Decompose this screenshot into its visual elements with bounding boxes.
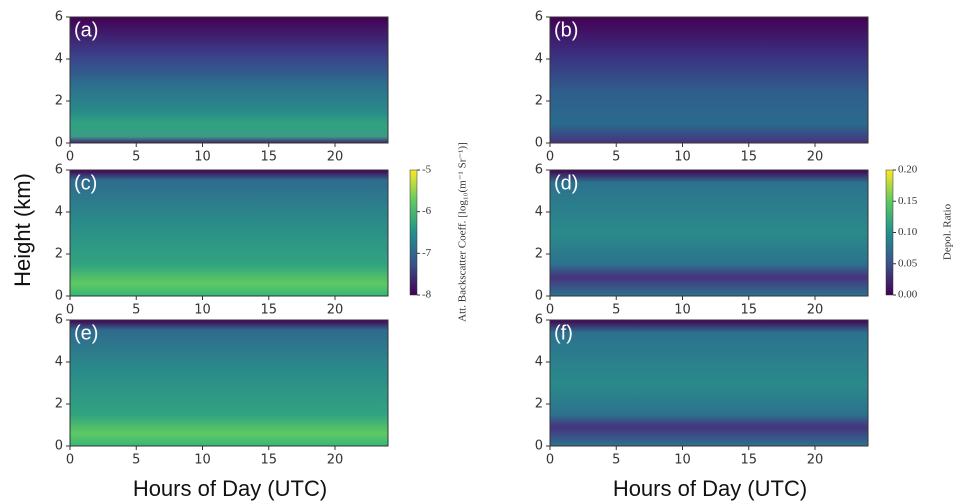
colorbar-tick-label: 0.10 [898, 226, 918, 238]
x-tick-label: 20 [327, 150, 344, 165]
x-tick-label: 10 [194, 453, 211, 468]
plot-frame [549, 169, 869, 297]
colorbar-tick-label: 0.15 [898, 195, 918, 207]
y-tick-label: 6 [55, 313, 63, 328]
y-tick-label: 4 [535, 52, 543, 67]
y-tick-label: 2 [55, 247, 63, 262]
x-tick-label: 10 [194, 303, 211, 318]
colorbar-tick-label: -8 [422, 289, 432, 301]
x-tick-label: 15 [740, 453, 757, 468]
y-tick-label: 6 [55, 163, 63, 178]
heatmap-image [550, 170, 868, 296]
x-axis-label: Hours of Day (UTC) [133, 476, 327, 501]
y-tick-label: 2 [55, 397, 63, 412]
x-tick-label: 5 [132, 453, 140, 468]
x-axis-label: Hours of Day (UTC) [613, 476, 807, 501]
y-tick-label: 4 [535, 355, 543, 370]
colorbar-label: Att. Backscatter Coeff. [log₁₀(m⁻¹ Sr⁻¹)… [457, 142, 469, 322]
x-tick-label: 5 [612, 150, 620, 165]
x-tick-label: 20 [807, 303, 824, 318]
y-tick-label: 4 [55, 205, 63, 220]
panel-label: (b) [554, 19, 578, 41]
y-tick-label: 6 [55, 10, 63, 25]
y-tick-label: 6 [535, 313, 543, 328]
y-tick-label: 0 [55, 289, 63, 304]
y-tick-label: 2 [55, 94, 63, 109]
plot-frame [69, 169, 389, 297]
heatmap-image [70, 170, 388, 296]
heatmap-image [70, 320, 388, 446]
x-tick-label: 10 [194, 150, 211, 165]
colorbar-tick-label: 0.05 [898, 257, 918, 269]
panel-label: (f) [554, 322, 573, 344]
y-tick-label: 4 [535, 205, 543, 220]
x-tick-label: 15 [260, 453, 277, 468]
colorbar-tick-label: -5 [422, 164, 432, 176]
colorbar [885, 169, 894, 296]
plot-frame [549, 16, 869, 144]
panel-label: (c) [74, 172, 97, 194]
x-tick-label: 15 [740, 303, 757, 318]
y-tick-label: 4 [55, 355, 63, 370]
x-tick-label: 0 [546, 453, 554, 468]
x-tick-label: 0 [546, 303, 554, 318]
x-tick-label: 15 [260, 150, 277, 165]
colorbar [409, 169, 418, 296]
y-tick-label: 2 [535, 247, 543, 262]
y-tick-label: 2 [535, 94, 543, 109]
y-tick-label: 0 [55, 136, 63, 151]
panel-label: (e) [74, 322, 98, 344]
y-tick-label: 0 [535, 136, 543, 151]
x-tick-label: 5 [612, 453, 620, 468]
y-tick-label: 0 [55, 439, 63, 454]
y-tick-label: 0 [535, 289, 543, 304]
x-tick-label: 20 [807, 453, 824, 468]
x-tick-label: 10 [674, 150, 691, 165]
x-tick-label: 0 [66, 303, 74, 318]
x-tick-label: 0 [66, 150, 74, 165]
colorbar-tick-label: -6 [422, 205, 432, 217]
x-tick-label: 20 [327, 453, 344, 468]
y-tick-label: 0 [535, 439, 543, 454]
y-tick-label: 4 [55, 52, 63, 67]
y-tick-label: 6 [535, 10, 543, 25]
x-tick-label: 15 [260, 303, 277, 318]
x-tick-label: 5 [612, 303, 620, 318]
panel-label: (d) [554, 172, 578, 194]
colorbar-tick-label: -7 [422, 247, 432, 259]
y-tick-label: 6 [535, 163, 543, 178]
plot-frame [69, 319, 389, 447]
colorbar-label: Depol. Ratio [942, 203, 954, 260]
x-tick-label: 20 [807, 150, 824, 165]
heatmap-image [70, 17, 388, 143]
x-tick-label: 20 [327, 303, 344, 318]
plot-frame [549, 319, 869, 447]
heatmap-image [550, 17, 868, 143]
x-tick-label: 0 [546, 150, 554, 165]
x-tick-label: 15 [740, 150, 757, 165]
x-tick-label: 5 [132, 303, 140, 318]
x-tick-label: 5 [132, 150, 140, 165]
panel-label: (a) [74, 19, 98, 41]
colorbar-tick-label: 0.20 [898, 164, 918, 176]
x-tick-label: 10 [674, 303, 691, 318]
x-tick-label: 0 [66, 453, 74, 468]
y-axis-label: Height (km) [10, 173, 35, 287]
x-tick-label: 10 [674, 453, 691, 468]
colorbar-tick-label: 0.00 [898, 289, 918, 301]
plot-frame [69, 16, 389, 144]
heatmap-image [550, 320, 868, 446]
y-tick-label: 2 [535, 397, 543, 412]
